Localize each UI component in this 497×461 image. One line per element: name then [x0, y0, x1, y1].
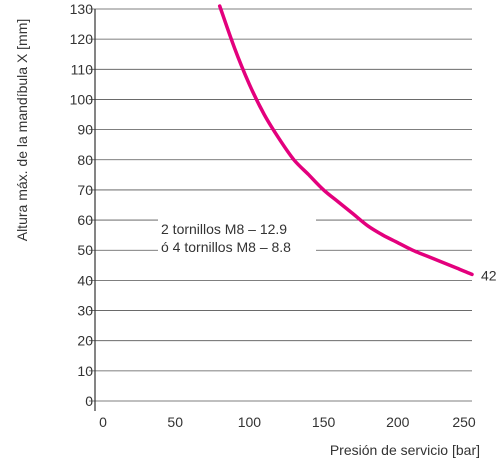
y-tick-label: 10: [77, 363, 93, 379]
annotation-line-1: 2 tornillos M8 – 12.9: [161, 221, 287, 237]
x-tick-label: 100: [238, 414, 262, 430]
x-tick-label: 250: [452, 414, 476, 430]
y-tick-label: 70: [77, 182, 93, 198]
y-tick-label: 120: [70, 31, 94, 47]
series-line: [217, 4, 474, 277]
x-tick-label: 150: [312, 414, 336, 430]
y-tick-label: 50: [77, 242, 93, 258]
x-tick-label: 200: [386, 414, 410, 430]
annotation-line-2: ó 4 tornillos M8 – 8.8: [161, 239, 291, 255]
annotation-box: [158, 218, 316, 256]
y-tick-label: 130: [70, 1, 94, 17]
y-tick-labels: 0 10 20 30 40 50 60 70 80 90 100 110 120 130: [70, 1, 94, 409]
y-tick-label: 20: [77, 333, 93, 349]
y-tick-label: 30: [77, 303, 93, 319]
y-tick-label: 40: [77, 272, 93, 288]
end-value-label: 42: [481, 267, 497, 283]
y-tick-label: 60: [77, 212, 93, 228]
y-tick-label: 110: [71, 61, 94, 77]
x-tick-labels: 0 50 100 150 200 250: [99, 414, 476, 430]
grid-lines: [89, 8, 472, 402]
y-axis-label: Altura máx. de la mandíbula X [mm]: [14, 19, 30, 242]
y-tick-label: 90: [77, 122, 93, 138]
y-tick-label: 0: [85, 393, 93, 409]
x-tick-label: 50: [167, 414, 183, 430]
y-tick-label: 100: [70, 91, 94, 107]
x-tick-label: 0: [99, 414, 107, 430]
x-axis-label: Presión de servicio [bar]: [330, 442, 480, 458]
y-tick-label: 80: [77, 152, 93, 168]
